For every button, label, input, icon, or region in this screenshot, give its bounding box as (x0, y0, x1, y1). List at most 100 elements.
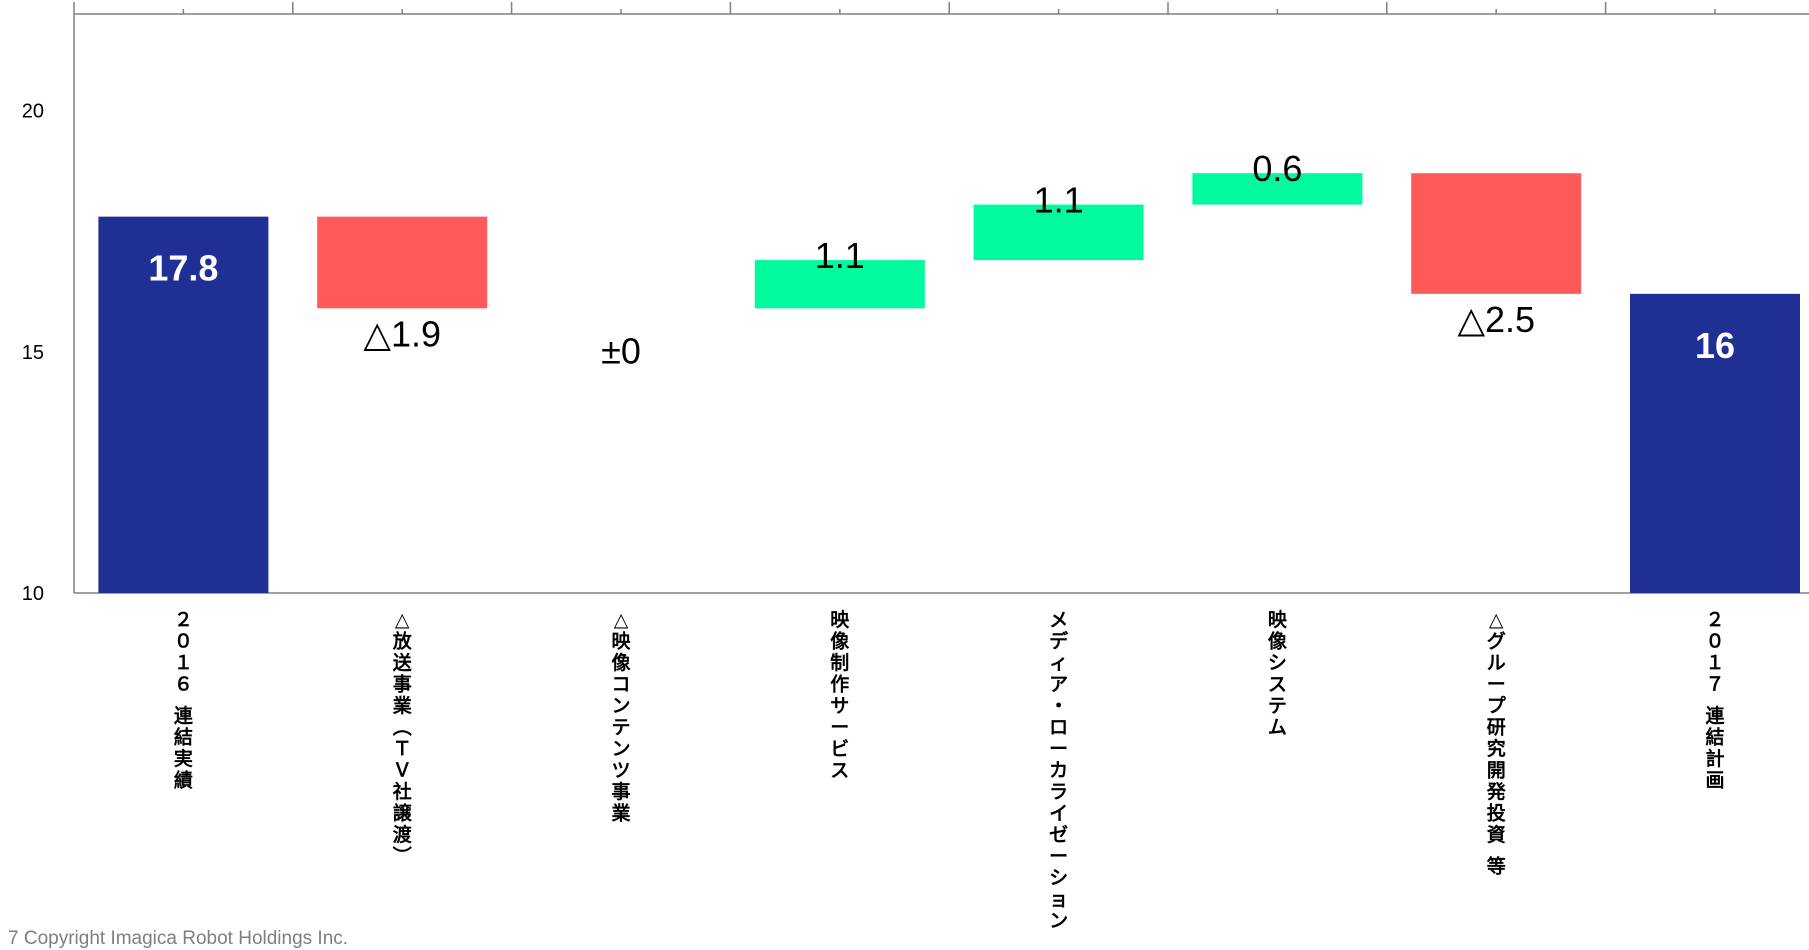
bar-total (1630, 293, 1800, 593)
category-label-char: 映 (1268, 609, 1288, 631)
category-label-char: プ (1487, 694, 1507, 717)
category-label: △映像コンテンツ事業 (610, 609, 631, 825)
y-tick-label: 20 (22, 101, 44, 123)
category-label-char: テ (1268, 695, 1287, 717)
category-label-char: ア (1049, 674, 1068, 696)
category-label-char: コ (611, 674, 630, 696)
category-label-char: ス (830, 760, 849, 782)
category-label-char: 放 (392, 630, 413, 653)
data-label: 1.1 (1034, 180, 1084, 221)
category-label-char: ︵ (393, 717, 412, 739)
category-label-char: ン (611, 738, 630, 760)
chart-category-labels: ２０１６ 連結実績△放送事業︵ＴＶ社譲渡︶△映像コンテンツ事業映像制作サービスメ… (174, 609, 1726, 932)
category-label-char: メ (1049, 609, 1068, 631)
category-label-char: 映 (611, 631, 631, 653)
copyright-footer: 7 Copyright Imagica Robot Holdings Inc. (8, 928, 349, 949)
category-label-char: 送 (393, 651, 413, 674)
category-label-char: グ (1487, 630, 1506, 653)
category-label-char: ー (830, 717, 849, 739)
category-label-char: ツ (611, 760, 630, 782)
data-label: △2.5 (1457, 299, 1535, 340)
category-label-char: 渡 (393, 823, 413, 846)
category-label-char: 等 (1486, 855, 1506, 878)
category-label-char: △ (1489, 609, 1504, 631)
y-tick-label: 15 (22, 342, 44, 364)
category-label-char: 連 (1705, 704, 1725, 727)
category-label-char: シ (1268, 652, 1287, 674)
category-label-char: 結 (1705, 726, 1724, 749)
category-label-char: 績 (174, 769, 193, 792)
category-label: ２０１６ 連結実績 (174, 609, 194, 792)
category-label-char: イ (1049, 803, 1068, 825)
category-label-char: １ (174, 652, 193, 674)
category-label-char: デ (1049, 630, 1069, 653)
category-label-char: 像 (830, 630, 850, 653)
category-label-char: ・ (1049, 695, 1068, 717)
category-label-char: １ (1705, 652, 1724, 674)
category-label: メディア・ローカライゼーション (1049, 609, 1069, 932)
category-label-char: ビ (830, 738, 849, 760)
category-label-char: ー (1049, 738, 1068, 760)
category-label-char: 計 (1705, 747, 1724, 770)
data-label: 16 (1695, 325, 1735, 366)
bar-increase (973, 204, 1144, 261)
category-label-char: 像 (611, 651, 631, 674)
category-label-char: Ｖ (393, 760, 412, 782)
category-label: ２０１７ 連結計画 (1705, 609, 1725, 792)
bar-decrease (317, 216, 488, 309)
category-label-char: 社 (392, 780, 412, 803)
bar-decrease (1411, 173, 1582, 294)
category-label-char: ー (1049, 846, 1068, 868)
category-label-char: ン (1049, 910, 1068, 932)
category-label-char: 実 (174, 747, 193, 770)
category-label-char: 画 (1705, 770, 1724, 792)
category-label-char: 開 (1487, 760, 1506, 782)
category-label: 映像制作サービス (830, 609, 850, 782)
category-label-char: 業 (610, 802, 631, 825)
category-label-char: ０ (174, 631, 193, 653)
bar-increase (1192, 173, 1363, 205)
category-label-char: ２ (174, 609, 193, 631)
category-label-char: 映 (830, 609, 850, 631)
chart-bars (98, 173, 1800, 593)
category-label-char: 結 (174, 726, 193, 749)
category-label-char: 資 (1487, 823, 1506, 846)
category-label-char: Ｔ (393, 738, 412, 760)
category-label-char: 像 (1268, 630, 1288, 653)
bar-total (98, 216, 269, 593)
category-label: △放送事業︵ＴＶ社譲渡︶ (392, 609, 413, 868)
category-label-char: カ (1049, 760, 1068, 782)
category-label: △グループ研究開発投資 等 (1486, 609, 1507, 878)
category-label-char: 制 (830, 651, 849, 674)
category-label-char: シ (1049, 867, 1068, 889)
category-label-char: ム (1268, 717, 1287, 739)
category-label-char: ョ (1049, 889, 1068, 911)
category-label-char: 連 (174, 704, 194, 727)
category-label-char: 事 (611, 780, 630, 803)
bar-increase (754, 260, 925, 309)
category-label-char: 事 (393, 673, 412, 696)
category-label-char: 作 (830, 673, 849, 696)
category-label-char: ン (611, 695, 630, 717)
category-label-char: 究 (1487, 737, 1506, 760)
category-label-char: 研 (1487, 717, 1506, 739)
category-label-char: ６ (174, 674, 193, 696)
data-label: 1.1 (815, 235, 865, 276)
data-label: 17.8 (148, 248, 218, 289)
category-label: 映像システム (1268, 609, 1288, 739)
y-tick-label: 10 (22, 583, 44, 605)
category-label-char: △ (614, 609, 629, 631)
category-label-char: △ (395, 609, 410, 631)
data-label: 0.6 (1252, 148, 1302, 189)
category-label-char: テ (611, 717, 630, 739)
category-label-char: 投 (1487, 802, 1506, 825)
chart-axes: 10 15 20 (22, 2, 1809, 605)
category-label-char: ラ (1049, 781, 1068, 803)
category-label-char: ７ (1705, 674, 1724, 696)
data-label: △1.9 (363, 313, 441, 354)
data-label: ±0 (601, 330, 641, 371)
category-label-char: ロ (1049, 717, 1068, 739)
chart-data-labels: 17.8 △1.9 ±0 1.1 1.1 0.6 △2.5 16 (148, 148, 1735, 371)
category-label-char: 譲 (393, 802, 413, 825)
